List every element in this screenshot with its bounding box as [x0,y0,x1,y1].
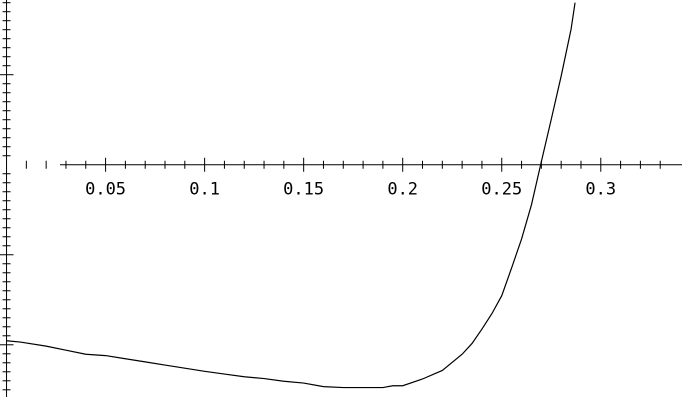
x-tick-label: 0.2 [387,180,418,200]
tick-labels: 0.050.10.150.20.250.30.1-0.1-0.2 [85,180,616,200]
x-tick-label: 0.05 [85,180,126,200]
series-line [6,2,576,389]
x-tick-label: 0.15 [283,180,324,200]
x-tick-label: 0.3 [585,180,616,200]
x-tick-label: 0.1 [189,180,220,200]
axis-ticks [0,2,661,391]
series-group [6,2,576,389]
x-tick-label: 0.25 [481,180,522,200]
